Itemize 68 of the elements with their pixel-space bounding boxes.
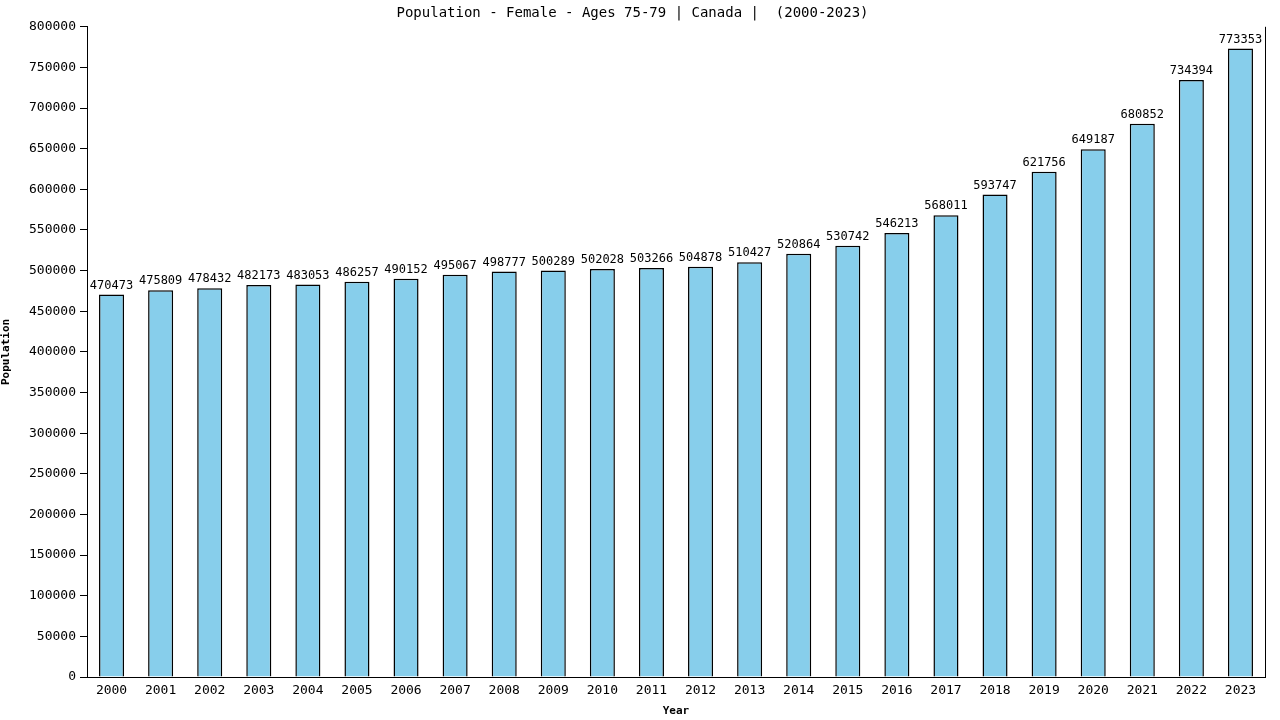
x-tick-label: 2015	[832, 682, 864, 698]
data-label: 475809	[138, 273, 183, 288]
data-label: 734394	[1169, 63, 1214, 78]
data-label: 504878	[678, 249, 723, 264]
chart-title: Population - Female - Ages 75-79 | Canada | (2000-2023)	[396, 4, 869, 22]
data-label: 470473	[89, 277, 134, 292]
data-label: 568011	[924, 198, 968, 213]
x-tick-label: 2010	[586, 682, 619, 698]
data-label: 520864	[777, 236, 821, 251]
x-tick-label: 2009	[537, 682, 569, 698]
y-tick-label: 600000	[29, 180, 76, 196]
x-tick-label: 2020	[1077, 682, 1109, 698]
data-label: 546213	[875, 216, 919, 231]
x-tick-label: 2005	[341, 682, 373, 698]
x-tick-label: 2016	[881, 682, 913, 698]
y-tick-label: 200000	[29, 505, 76, 521]
data-label: 680852	[1120, 106, 1164, 121]
x-tick-label: 2013	[733, 682, 766, 698]
y-tick-label: 650000	[29, 140, 76, 156]
data-label: 510427	[727, 245, 772, 260]
x-tick-label: 2008	[488, 682, 520, 698]
x-tick-label: 2023	[1224, 682, 1257, 698]
x-tick-label: 2018	[979, 682, 1011, 698]
x-tick-label: 2022	[1175, 682, 1208, 698]
data-label: 498777	[482, 254, 526, 269]
x-tick-label: 2017	[930, 682, 962, 698]
data-label: 495067	[433, 257, 477, 272]
y-tick-label: 50000	[36, 627, 76, 643]
data-label: 500289	[531, 253, 575, 268]
data-label: 773353	[1218, 31, 1263, 46]
y-tick-label: 550000	[29, 221, 76, 237]
y-tick-label: 500000	[29, 262, 76, 277]
data-label: 649187	[1071, 132, 1115, 147]
x-tick-label: 2004	[292, 682, 324, 698]
x-tick-label: 2000	[95, 682, 128, 698]
y-tick-label: 750000	[29, 58, 76, 74]
x-tick-label: 2019	[1028, 682, 1060, 698]
data-label: 502028	[580, 252, 625, 267]
y-tick-label: 400000	[29, 343, 76, 359]
y-tick-label: 350000	[29, 383, 76, 399]
x-tick-label: 2012	[684, 682, 717, 698]
y-tick-label: 700000	[29, 99, 76, 115]
x-tick-label: 2006	[390, 682, 422, 698]
data-label: 490152	[384, 261, 428, 276]
data-label: 478432	[188, 271, 232, 286]
x-tick-label: 2007	[439, 682, 471, 698]
data-label: 486257	[335, 264, 379, 279]
data-label: 530742	[826, 228, 870, 243]
y-tick-label: 0	[68, 668, 76, 684]
y-tick-label: 250000	[29, 465, 76, 481]
data-label: 483053	[286, 267, 330, 282]
data-label: 593747	[973, 177, 1017, 192]
data-label: 503266	[629, 251, 674, 266]
y-tick-label: 300000	[29, 424, 76, 440]
y-tick-label: 800000	[29, 18, 76, 34]
data-label: 621756	[1022, 154, 1066, 169]
y-tick-label: 150000	[29, 546, 76, 562]
x-tick-label: 2021	[1126, 682, 1158, 698]
x-tick-label: 2001	[144, 682, 177, 698]
x-axis-title: Year	[662, 704, 690, 718]
y-axis-title: Population	[0, 318, 13, 386]
x-tick-label: 2014	[783, 682, 815, 698]
x-tick-label: 2002	[194, 682, 226, 698]
y-tick-label: 450000	[29, 302, 76, 318]
x-tick-label: 2003	[243, 682, 275, 698]
y-tick-label: 100000	[29, 587, 76, 603]
data-label: 482173	[237, 268, 281, 283]
x-tick-label: 2011	[635, 682, 668, 698]
